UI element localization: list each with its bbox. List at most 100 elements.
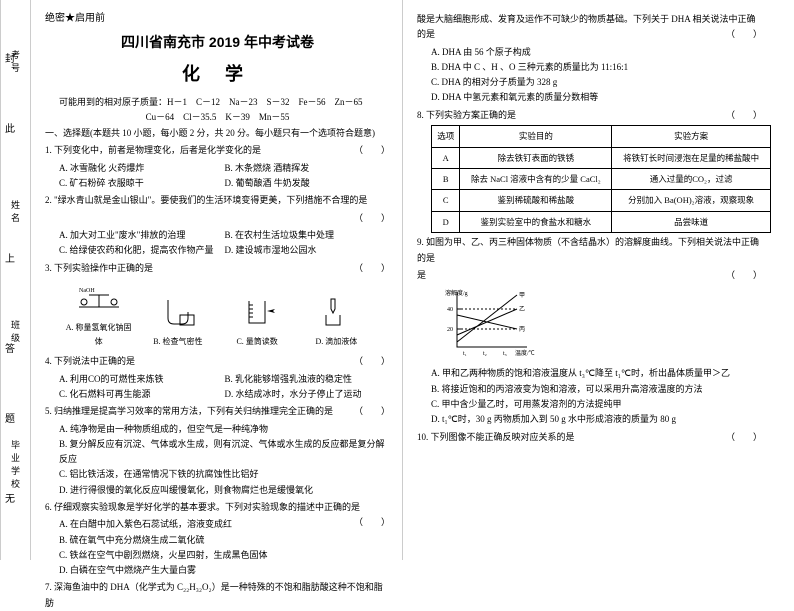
answer-paren: （ ） bbox=[726, 108, 762, 123]
q3-capA: A. 称量氢氧化钠固体 bbox=[64, 321, 134, 348]
q8-A0: A bbox=[432, 147, 460, 168]
answer-paren: （ ） bbox=[726, 430, 762, 445]
q4-row2: C. 化石燃料可再生能源D. 水结成冰时，水分子停止了运动 bbox=[45, 387, 390, 402]
q8-th1: 实验目的 bbox=[460, 126, 612, 147]
q7-stem2-text: 酸是大脑细胞形成、发育及运作不可缺少的物质基础。下列关于 DHA 相关说法中正确… bbox=[417, 14, 756, 39]
q9-chart: 溶解度/g 温度/℃ 40 20 t₁ t₂ t₃ 甲 乙 丙 bbox=[445, 287, 762, 362]
q2-stem: 2. "绿水青山就是金山银山"。要使我们的生活环境变得更美，下列措施不合理的是 bbox=[45, 193, 390, 208]
q7-stem-part2: 酸是大脑细胞形成、发育及运作不可缺少的物质基础。下列关于 DHA 相关说法中正确… bbox=[417, 12, 762, 43]
answer-paren: （ ） bbox=[726, 268, 762, 283]
q8-B0: B bbox=[432, 168, 460, 189]
q3-figC: C. 量筒读数 bbox=[222, 295, 292, 348]
q2-optD: D. 建设城市湿地公园水 bbox=[225, 243, 391, 258]
q10-stem-text: 10. 下列图像不能正确反映对应关系的是 bbox=[417, 432, 575, 442]
q8-stem: 8. 下列实验方案正确的是 （ ） bbox=[417, 108, 762, 123]
answer-paren: （ ） bbox=[354, 261, 390, 276]
q4-stem: 4. 下列说法中正确的是 （ ） bbox=[45, 354, 390, 369]
q2-optB: B. 在农村生活垃圾集中处理 bbox=[225, 228, 391, 243]
q3-figD: D. 滴加液体 bbox=[301, 295, 371, 348]
exam-title: 四川省南充市 2019 年中考试卷 bbox=[45, 31, 390, 55]
svg-text:20: 20 bbox=[447, 327, 453, 333]
q8-C2: 分别加入 Ba(OH)₂溶液，观察现象 bbox=[612, 190, 771, 211]
q3-capC: C. 量筒读数 bbox=[222, 335, 292, 349]
q5-optB: B. 复分解反应有沉淀、气体或水生成，则有沉淀、气体或水生成的反应都是复分解反应 bbox=[45, 437, 390, 468]
q8-table: 选项实验目的实验方案 A除去铁钉表面的铁锈将铁钉长时间浸泡在足量的稀盐酸中 B除… bbox=[431, 125, 771, 233]
q1-optA: A. 冰雪融化 火药爆炸 bbox=[59, 161, 225, 176]
q8-B1: 除去 NaCl 溶液中含有的少量 CaCl₂ bbox=[460, 168, 612, 189]
q8-th2: 实验方案 bbox=[612, 126, 771, 147]
q2-paren: （ ） bbox=[45, 211, 390, 226]
q9-optC: C. 甲中含少量乙时，可用蒸发溶剂的方法提纯甲 bbox=[417, 397, 762, 412]
left-column: 绝密★启用前 四川省南充市 2019 年中考试卷 化 学 可能用到的相对原子质量… bbox=[30, 0, 402, 560]
q5-optA: A. 纯净物是由一种物质组成的，但空气是一种纯净物 bbox=[45, 422, 390, 437]
q9-stem-text: 9. 如图为甲、乙、丙三种固体物质（不含结晶水）的溶解度曲线。下列相关说法中正确… bbox=[417, 237, 759, 262]
q8-C0: C bbox=[432, 190, 460, 211]
q5-stem: 5. 归纳推理是提高学习效率的常用方法，下列有关归纳推理完全正确的是 （ ） bbox=[45, 404, 390, 419]
q4-optB: B. 乳化能够增强乳浊液的稳定性 bbox=[225, 372, 391, 387]
q9-optD: D. t₁℃时，30 g 丙物质加入到 50 g 水中形成溶液的质量为 80 g bbox=[417, 412, 762, 427]
answer-paren: （ ） bbox=[354, 354, 390, 369]
q6-optD: D. 白磷在空气中燃烧产生大量白雾 bbox=[45, 563, 390, 578]
gutter-label-name: 姓名 bbox=[9, 200, 22, 226]
secret-tag: 绝密★启用前 bbox=[45, 10, 390, 27]
q7-optD: D. DHA 中氢元素和氧元素的质量分数相等 bbox=[417, 90, 762, 105]
q1-stem: 1. 下列变化中，前者是物理变化，后者是化学变化的是 （ ） bbox=[45, 143, 390, 158]
q3-stem-text: 3. 下列实验操作中正确的是 bbox=[45, 263, 153, 273]
q8-A1: 除去铁钉表面的铁锈 bbox=[460, 147, 612, 168]
svg-text:t₁: t₁ bbox=[463, 351, 467, 357]
q9-optB: B. 将接近饱和的丙溶液变为饱和溶液，可以采用升高溶液温度的方法 bbox=[417, 382, 762, 397]
answer-paren: （ ） bbox=[354, 404, 390, 419]
gutter-char: 此 bbox=[5, 120, 15, 135]
gutter-label-school: 毕业学校 bbox=[9, 440, 22, 492]
q4-optC: C. 化石燃料可再生能源 bbox=[59, 387, 225, 402]
q3-capB: B. 检查气密性 bbox=[143, 335, 213, 349]
svg-text:温度/℃: 温度/℃ bbox=[515, 349, 535, 357]
q5-optC: C. 铝比铁活泼，在通常情况下铁的抗腐蚀性比铝好 bbox=[45, 467, 390, 482]
svg-text:丙: 丙 bbox=[519, 326, 525, 333]
q2-row1: A. 加大对工业"废水"排放的治理B. 在农村生活垃圾集中处理 bbox=[45, 228, 390, 243]
q3-figA: NaOHA. 称量氢氧化钠固体 bbox=[64, 282, 134, 348]
answer-paren: （ ） bbox=[354, 143, 390, 158]
q4-optA: A. 利用CO的可燃性来炼铁 bbox=[59, 372, 225, 387]
q9-stem: 9. 如图为甲、乙、丙三种固体物质（不含结晶水）的溶解度曲线。下列相关说法中正确… bbox=[417, 235, 762, 266]
gutter-char: 上 bbox=[5, 250, 15, 265]
q7-optB: B. DHA 中 C 、H 、O 三种元素的质量比为 11:16:1 bbox=[417, 60, 762, 75]
q6-optB: B. 硫在氧气中充分燃烧生成二氧化硫 bbox=[45, 533, 390, 548]
atomic-masses-2: Cu－64 Cl－35.5 K－39 Mn－55 bbox=[45, 110, 390, 124]
svg-text:40: 40 bbox=[447, 307, 453, 313]
q9-blank: 是（ ） bbox=[417, 268, 762, 283]
q1-optC: C. 矿石粉碎 衣服晾干 bbox=[59, 176, 225, 191]
q4-stem-text: 4. 下列说法中正确的是 bbox=[45, 356, 135, 366]
q10-stem: 10. 下列图像不能正确反映对应关系的是 （ ） bbox=[417, 430, 762, 445]
atomic-masses-1: 可能用到的相对原子质量：H－1 C－12 Na－23 S－32 Fe－56 Zn… bbox=[45, 95, 390, 109]
q3-capD: D. 滴加液体 bbox=[301, 335, 371, 349]
q6-stem-text: 6. 仔细观察实验现象是学好化学的基本要求。下列对实验现象的描述中正确的是 bbox=[45, 502, 360, 512]
q1-optB: B. 木条燃烧 酒精挥发 bbox=[225, 161, 391, 176]
q3-figures: NaOHA. 称量氢氧化钠固体 B. 检查气密性 C. 量筒读数 D. 滴加液体 bbox=[45, 278, 390, 352]
gutter-label-examno: 考号 bbox=[9, 50, 22, 76]
q8-B2: 通入过量的CO₂，过滤 bbox=[612, 168, 771, 189]
q6-stem: 6. 仔细观察实验现象是学好化学的基本要求。下列对实验现象的描述中正确的是（ ） bbox=[45, 500, 390, 515]
q7-optA: A. DHA 由 56 个原子构成 bbox=[417, 45, 762, 60]
q8-th0: 选项 bbox=[432, 126, 460, 147]
q5-optD: D. 进行得很慢的氧化反应叫缓慢氧化，则食物腐烂也是缓慢氧化 bbox=[45, 483, 390, 498]
answer-paren: （ ） bbox=[354, 515, 390, 530]
svg-text:t₃: t₃ bbox=[503, 351, 507, 357]
right-column: 酸是大脑细胞形成、发育及运作不可缺少的物质基础。下列关于 DHA 相关说法中正确… bbox=[402, 0, 774, 560]
q1-stem-text: 1. 下列变化中，前者是物理变化，后者是化学变化的是 bbox=[45, 145, 261, 155]
q7-stem-part1: 7. 深海鱼油中的 DHA（化学式为 C₂₂H₃₂O₂）是一种特殊的不饱和脂肪酸… bbox=[45, 580, 390, 611]
q5-stem-text: 5. 归纳推理是提高学习效率的常用方法，下列有关归纳推理完全正确的是 bbox=[45, 406, 333, 416]
svg-text:甲: 甲 bbox=[519, 292, 525, 299]
q8-D0: D bbox=[432, 211, 460, 232]
gutter-char: 无 bbox=[5, 490, 15, 505]
binding-gutter: 封 此 上 答 题 无 考号 姓名 班级 毕业学校 bbox=[0, 0, 30, 560]
svg-text:t₂: t₂ bbox=[483, 351, 487, 357]
q2-row2: C. 给绿使农药和化肥，提高农作物产量D. 建设城市湿地公园水 bbox=[45, 243, 390, 258]
q9-optA: A. 甲和乙两种物质的饱和溶液温度从 t₃℃降至 t₁℃时，析出晶体质量甲＞乙 bbox=[417, 366, 762, 381]
q8-stem-text: 8. 下列实验方案正确的是 bbox=[417, 110, 516, 120]
answer-paren: （ ） bbox=[726, 27, 762, 42]
subject-title: 化 学 bbox=[45, 59, 390, 90]
q1-row1: A. 冰雪融化 火药爆炸B. 木条燃烧 酒精挥发 bbox=[45, 161, 390, 176]
q8-C1: 鉴别稀硫酸和稀盐酸 bbox=[460, 190, 612, 211]
q3-figB: B. 检查气密性 bbox=[143, 295, 213, 348]
